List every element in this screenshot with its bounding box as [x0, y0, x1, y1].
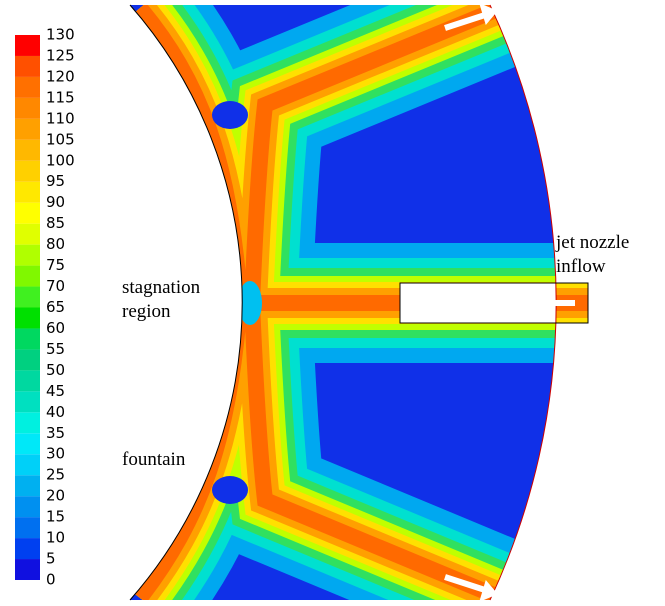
colorbar-label: 15: [46, 508, 65, 526]
colorbar-label: 25: [46, 466, 65, 484]
colorbar-label: 10: [46, 529, 65, 547]
colorbar-band: [15, 223, 40, 245]
colorbar-band: [15, 454, 40, 476]
colorbar-label: 70: [46, 277, 65, 295]
colorbar-band: [15, 97, 40, 119]
colorbar-label: 85: [46, 214, 65, 232]
colorbar-label: 105: [46, 130, 75, 148]
colorbar-label: 120: [46, 67, 75, 85]
colorbar-band: [15, 538, 40, 560]
colorbar-band: [15, 307, 40, 329]
annotation: region: [122, 301, 171, 322]
colorbar-band: [15, 181, 40, 203]
colorbar: 0 5 10 15 20 25 30 35 40 45 50 55 60 65 70 75 80 85 90 95 10…: [15, 26, 75, 589]
colorbar-band: [15, 265, 40, 287]
colorbar-band: [15, 370, 40, 392]
nozzle: [399, 282, 589, 324]
annotations: jet nozzle inflow stagnation region fountain: [122, 232, 629, 470]
colorbar-label: 110: [46, 109, 75, 127]
colorbar-band: [15, 349, 40, 371]
colorbar-label: 30: [46, 445, 65, 463]
colorbar-label: 45: [46, 382, 65, 400]
colorbar-band: [15, 517, 40, 539]
colorbar-band: [15, 76, 40, 98]
flow-field: [130, 5, 588, 600]
colorbar-band: [15, 118, 40, 140]
colorbar-label: 95: [46, 172, 65, 190]
colorbar-label: 50: [46, 361, 65, 379]
colorbar-label: 0: [46, 571, 56, 589]
annotation: stagnation: [122, 277, 201, 298]
colorbar-band: [15, 35, 40, 56]
colorbar-label: 100: [46, 151, 75, 169]
colorbar-label: 55: [46, 340, 65, 358]
colorbar-label: 80: [46, 235, 65, 253]
colorbar-band: [15, 244, 40, 266]
colorbar-band: [15, 412, 40, 434]
colorbar-label: 75: [46, 256, 65, 274]
colorbar-band: [15, 55, 40, 77]
colorbar-band: [15, 496, 40, 518]
colorbar-band: [15, 160, 40, 182]
colorbar-band: [15, 475, 40, 497]
colorbar-label: 40: [46, 403, 65, 421]
inner-wall: [129, 4, 243, 601]
annotation: jet nozzle: [555, 232, 629, 253]
colorbar-band: [15, 139, 40, 161]
colorbar-label: 35: [46, 424, 65, 442]
colorbar-label: 125: [46, 46, 75, 64]
colorbar-label: 130: [46, 26, 75, 44]
colorbar-band: [15, 559, 40, 580]
flow-arrows: [444, 3, 575, 602]
colorbar-label: 115: [46, 88, 75, 106]
colorbar-band: [15, 328, 40, 350]
annotation: inflow: [556, 256, 606, 277]
colorbar-label: 90: [46, 193, 65, 211]
colorbar-label: 60: [46, 319, 65, 337]
colorbar-band: [15, 202, 40, 224]
colorbar-label: 5: [46, 550, 56, 568]
colorbar-band: [15, 391, 40, 413]
colorbar-label: 65: [46, 298, 65, 316]
colorbar-band: [15, 433, 40, 455]
colorbar-band: [15, 286, 40, 308]
annotation: fountain: [122, 449, 186, 470]
colorbar-label: 20: [46, 487, 65, 505]
